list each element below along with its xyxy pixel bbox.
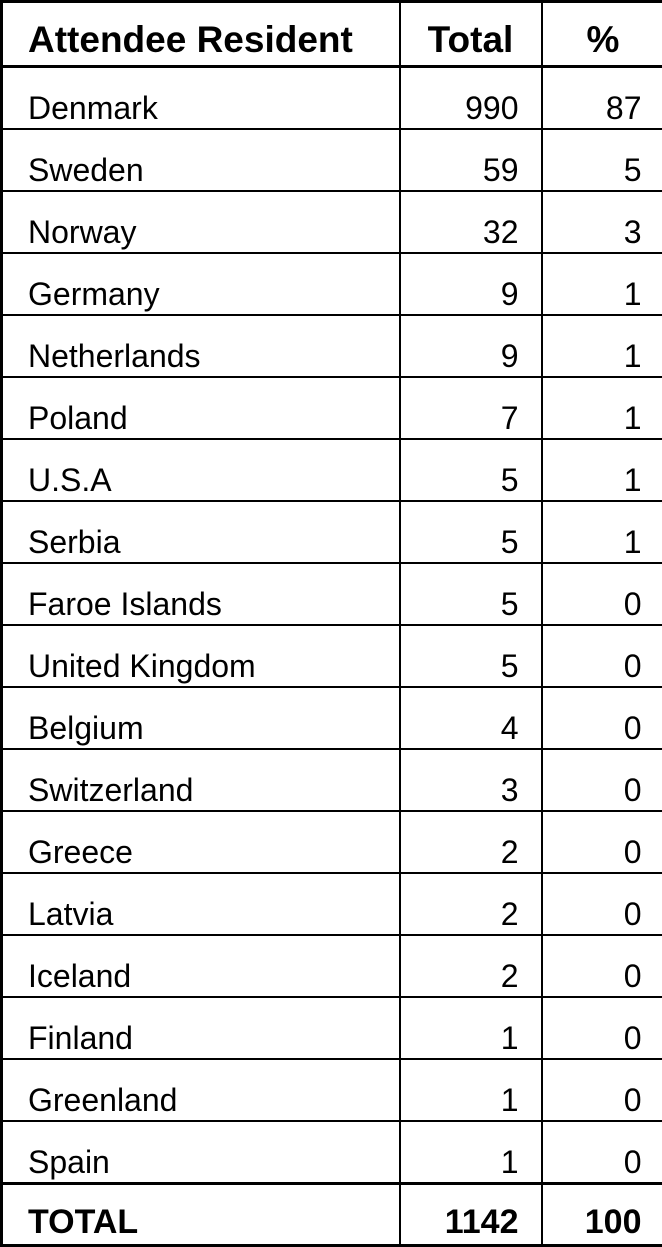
percent-cell: 0 bbox=[542, 935, 662, 997]
percent-cell: 0 bbox=[542, 625, 662, 687]
total-cell: 9 bbox=[400, 253, 542, 315]
total-cell: 1 bbox=[400, 997, 542, 1059]
percent-cell: 0 bbox=[542, 687, 662, 749]
country-cell: Serbia bbox=[2, 501, 400, 563]
total-cell: 4 bbox=[400, 687, 542, 749]
total-cell: 5 bbox=[400, 563, 542, 625]
total-cell: 2 bbox=[400, 935, 542, 997]
country-cell: Greenland bbox=[2, 1059, 400, 1121]
total-cell: 59 bbox=[400, 129, 542, 191]
total-cell: 5 bbox=[400, 501, 542, 563]
country-cell: Germany bbox=[2, 253, 400, 315]
country-cell: U.S.A bbox=[2, 439, 400, 501]
percent-cell: 87 bbox=[542, 67, 662, 130]
total-cell: 5 bbox=[400, 625, 542, 687]
total-cell: 1 bbox=[400, 1121, 542, 1184]
percent-cell: 1 bbox=[542, 439, 662, 501]
total-cell: 2 bbox=[400, 811, 542, 873]
total-cell: 32 bbox=[400, 191, 542, 253]
header-attendee-resident: Attendee Resident bbox=[2, 2, 400, 67]
table-footer: TOTAL 1142 100 bbox=[2, 1184, 662, 1246]
percent-cell: 0 bbox=[542, 997, 662, 1059]
header-row: Attendee Resident Total % bbox=[2, 2, 662, 67]
total-label: TOTAL bbox=[2, 1184, 400, 1246]
total-cell: 3 bbox=[400, 749, 542, 811]
total-percent: 100 bbox=[542, 1184, 662, 1246]
percent-cell: 0 bbox=[542, 1059, 662, 1121]
country-cell: Netherlands bbox=[2, 315, 400, 377]
country-cell: Iceland bbox=[2, 935, 400, 997]
country-cell: Norway bbox=[2, 191, 400, 253]
country-cell: Faroe Islands bbox=[2, 563, 400, 625]
percent-cell: 0 bbox=[542, 873, 662, 935]
percent-cell: 1 bbox=[542, 315, 662, 377]
total-cell: 7 bbox=[400, 377, 542, 439]
percent-cell: 1 bbox=[542, 501, 662, 563]
header-total: Total bbox=[400, 2, 542, 67]
total-count: 1142 bbox=[400, 1184, 542, 1246]
percent-cell: 0 bbox=[542, 563, 662, 625]
country-cell: United Kingdom bbox=[2, 625, 400, 687]
total-cell: 2 bbox=[400, 873, 542, 935]
country-cell: Belgium bbox=[2, 687, 400, 749]
percent-cell: 3 bbox=[542, 191, 662, 253]
country-cell: Switzerland bbox=[2, 749, 400, 811]
percent-cell: 0 bbox=[542, 749, 662, 811]
country-cell: Sweden bbox=[2, 129, 400, 191]
country-cell: Greece bbox=[2, 811, 400, 873]
total-cell: 9 bbox=[400, 315, 542, 377]
total-cell: 990 bbox=[400, 67, 542, 130]
header-percent: % bbox=[542, 2, 662, 67]
percent-cell: 5 bbox=[542, 129, 662, 191]
table-header: Attendee Resident Total % bbox=[2, 2, 662, 67]
country-cell: Poland bbox=[2, 377, 400, 439]
country-cell: Finland bbox=[2, 997, 400, 1059]
country-cell: Denmark bbox=[2, 67, 400, 130]
country-cell: Latvia bbox=[2, 873, 400, 935]
total-cell: 5 bbox=[400, 439, 542, 501]
percent-cell: 1 bbox=[542, 377, 662, 439]
percent-cell: 0 bbox=[542, 1121, 662, 1184]
country-cell: Spain bbox=[2, 1121, 400, 1184]
total-row: TOTAL 1142 100 bbox=[2, 1184, 662, 1246]
percent-cell: 1 bbox=[542, 253, 662, 315]
percent-cell: 0 bbox=[542, 811, 662, 873]
total-cell: 1 bbox=[400, 1059, 542, 1121]
